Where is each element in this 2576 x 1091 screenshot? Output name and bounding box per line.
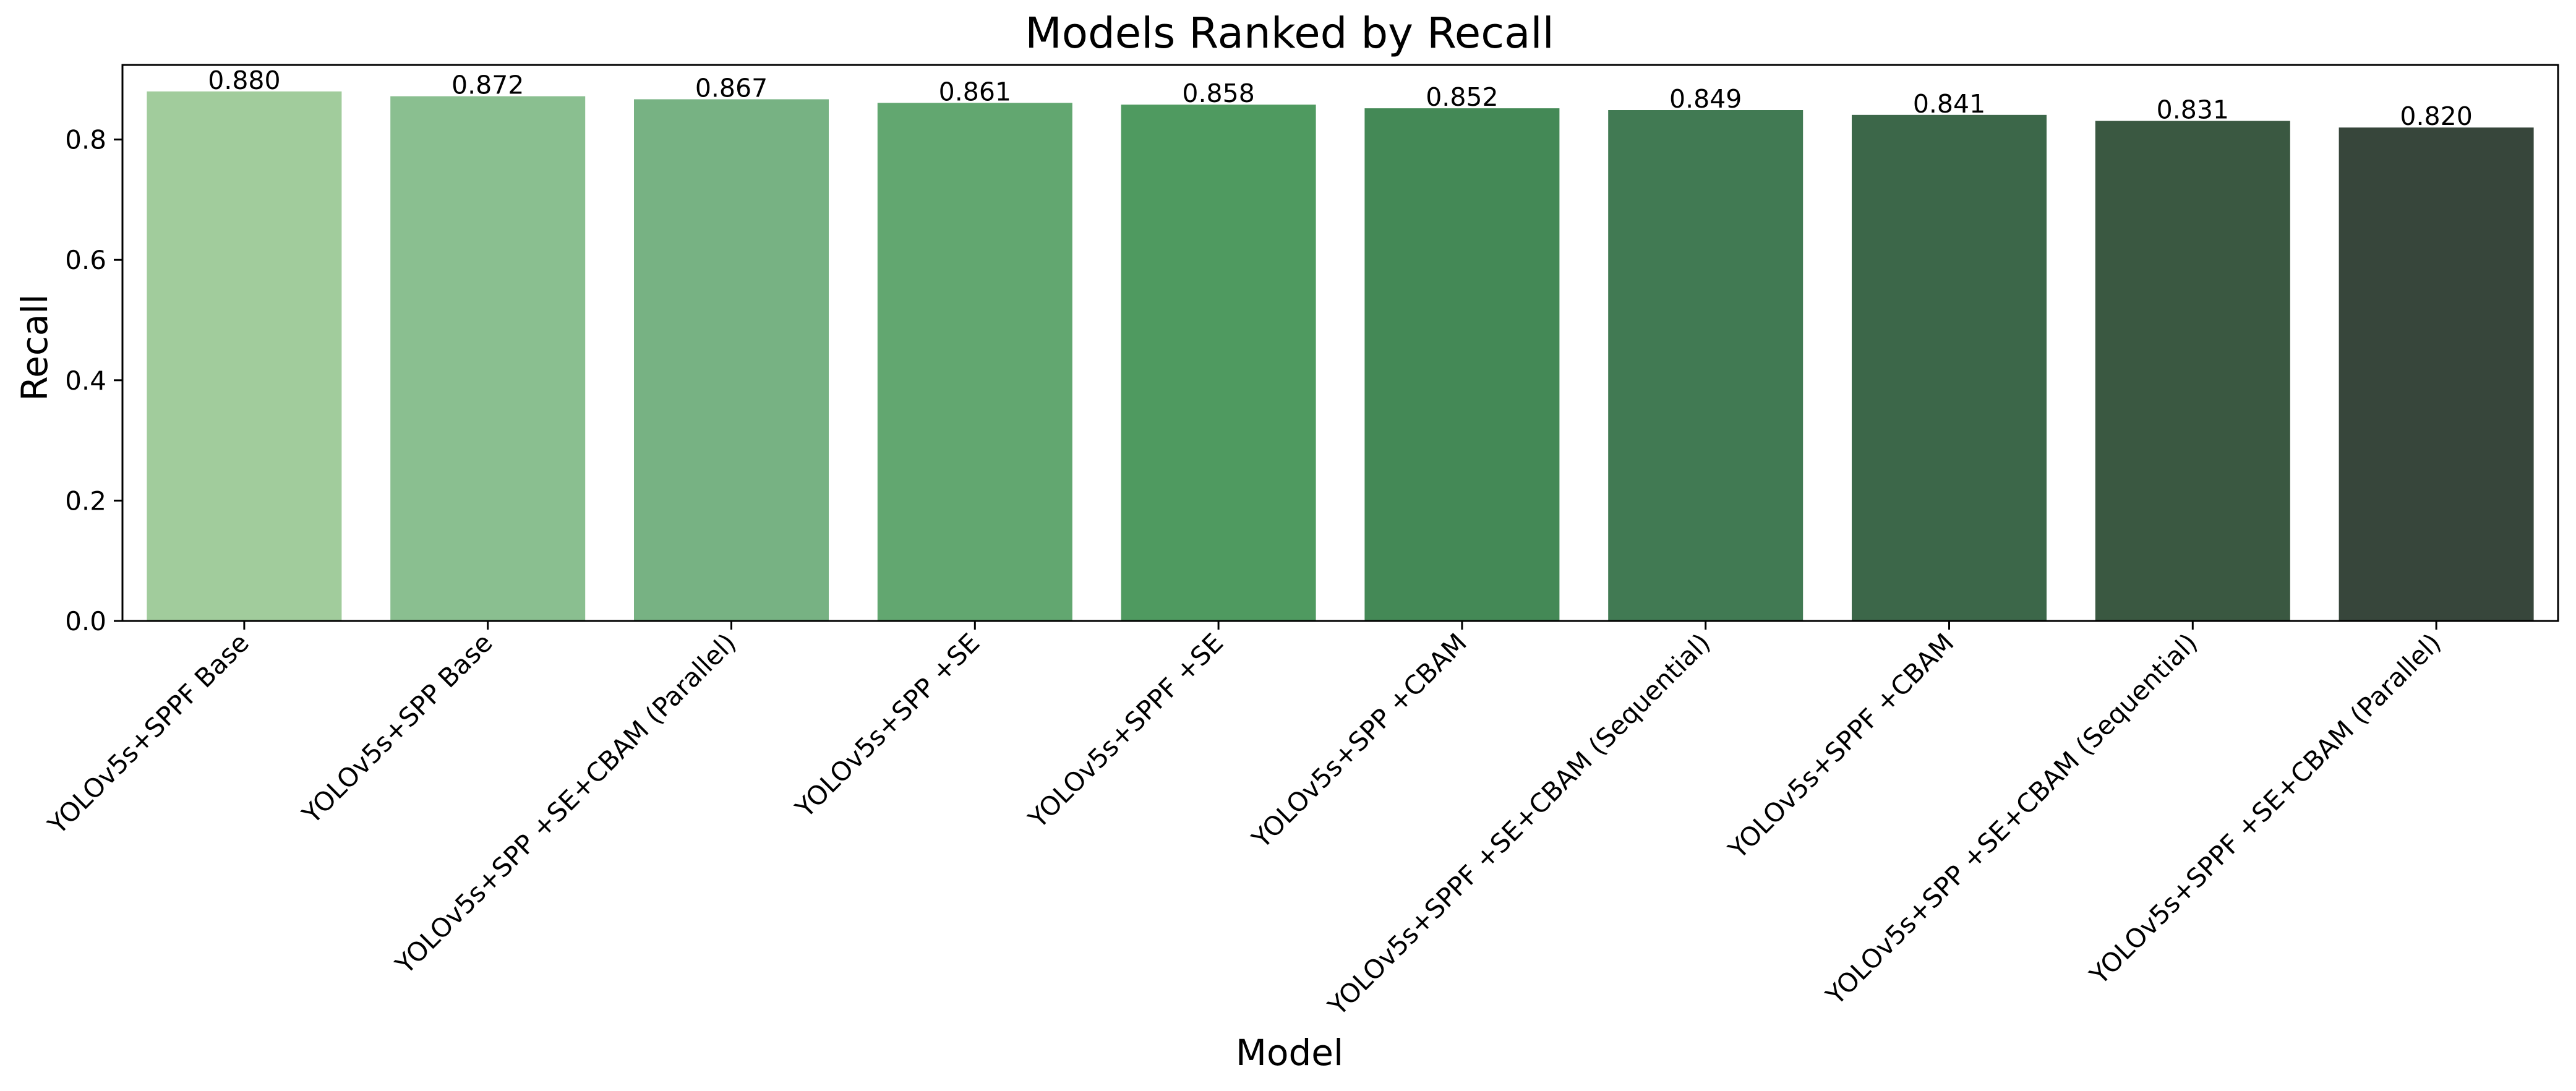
bar-10: [2339, 127, 2534, 621]
bar-6: [1364, 108, 1560, 622]
value-label-10: 0.820: [2400, 101, 2472, 131]
y-tick-label-3: 0.4: [65, 366, 106, 396]
bar-4: [877, 103, 1072, 622]
bar-1: [147, 91, 342, 622]
value-label-8: 0.841: [1913, 89, 1985, 119]
value-label-1: 0.880: [208, 66, 280, 95]
y-tick-label-1: 0.0: [65, 606, 106, 636]
value-label-9: 0.831: [2157, 95, 2229, 125]
y-tick-label-4: 0.6: [65, 245, 106, 275]
bar-7: [1608, 110, 1804, 621]
value-label-3: 0.867: [695, 74, 768, 103]
chart-title: Models Ranked by Recall: [1025, 9, 1554, 58]
y-axis-label: Recall: [14, 294, 56, 401]
value-label-4: 0.861: [939, 77, 1011, 106]
plot-frame: [121, 64, 2559, 622]
value-label-2: 0.872: [451, 71, 524, 100]
bar-9: [2095, 121, 2290, 621]
bar-8: [1852, 114, 2047, 622]
value-label-7: 0.849: [1669, 84, 1742, 114]
x-axis-label: Model: [1236, 1032, 1343, 1074]
y-tick-label-5: 0.8: [65, 125, 106, 155]
value-label-6: 0.852: [1426, 82, 1498, 112]
value-label-5: 0.858: [1182, 79, 1254, 108]
bar-2: [390, 96, 586, 622]
bar-5: [1121, 105, 1316, 621]
bar-3: [634, 99, 829, 621]
y-tick-label-2: 0.2: [65, 486, 106, 516]
